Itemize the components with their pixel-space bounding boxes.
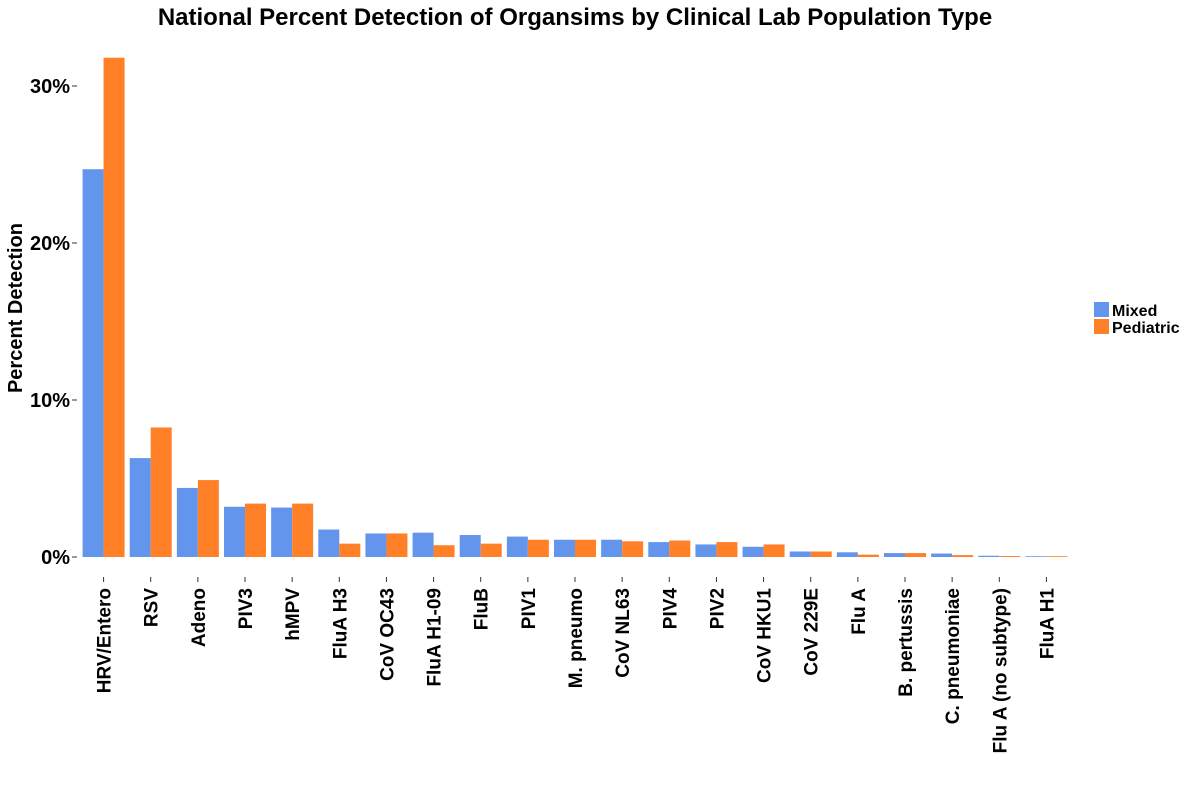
x-tick-label: PIV1 — [519, 588, 540, 630]
y-tick-label: 20% — [30, 233, 70, 255]
x-tick-label: Flu A — [849, 588, 870, 635]
bar-pediatric-2 — [197, 480, 219, 557]
bar-mixed-15 — [789, 551, 811, 557]
x-tick-label: CoV NL63 — [613, 588, 634, 678]
bar-mixed-2 — [176, 487, 198, 557]
bar-pediatric-18 — [952, 555, 974, 557]
y-tick-label: 0% — [41, 547, 70, 569]
bar-mixed-11 — [601, 539, 623, 557]
bar-mixed-13 — [695, 544, 717, 557]
x-tick-label: hMPV — [283, 588, 304, 641]
bar-mixed-10 — [554, 539, 575, 557]
bar-mixed-1 — [129, 458, 151, 557]
legend-label-pediatric: Pediatric — [1112, 320, 1180, 337]
x-tick-label: B. pertussis — [896, 588, 917, 697]
bar-mixed-5 — [318, 529, 340, 557]
x-tick-label: PIV2 — [707, 588, 728, 629]
bar-mixed-7 — [412, 532, 434, 557]
bar-mixed-4 — [271, 507, 293, 557]
bar-mixed-14 — [742, 546, 764, 557]
bar-pediatric-17 — [905, 553, 926, 557]
x-tick-label: FluA H3 — [330, 588, 351, 659]
bar-pediatric-9 — [527, 539, 549, 557]
x-tick-label: Adeno — [189, 588, 210, 647]
bar-mixed-20 — [1025, 556, 1047, 557]
bar-mixed-16 — [836, 552, 858, 557]
legend-swatch-mixed — [1094, 302, 1109, 317]
chart-title: National Percent Detection of Organsims … — [158, 4, 992, 31]
x-tick-label: Flu A (no subtype) — [990, 588, 1011, 753]
bar-mixed-18 — [931, 553, 953, 557]
x-tick-label: CoV 229E — [802, 588, 823, 676]
bar-mixed-9 — [506, 536, 528, 557]
x-tick-label: PIV4 — [660, 588, 681, 630]
bar-pediatric-0 — [103, 57, 125, 558]
bar-pediatric-8 — [480, 543, 502, 557]
x-tick-label: FluA H1-09 — [425, 588, 446, 687]
bar-mixed-17 — [884, 553, 905, 557]
bar-mixed-6 — [365, 533, 387, 557]
x-tick-label: RSV — [142, 588, 163, 627]
bar-pediatric-16 — [857, 554, 879, 557]
legend-swatch-pediatric — [1094, 319, 1109, 334]
y-axis: 0% 10% 20% 30% — [30, 76, 77, 569]
y-axis-label: Percent Detection — [5, 223, 27, 393]
bar-pediatric-15 — [810, 551, 832, 557]
y-tick-label: 10% — [30, 390, 70, 412]
bar-mixed-3 — [224, 506, 245, 557]
y-tick-label: 30% — [30, 76, 70, 98]
legend-label-mixed: Mixed — [1112, 303, 1157, 320]
bar-pediatric-7 — [433, 545, 455, 557]
x-tick-label: FluA H1 — [1037, 588, 1058, 660]
bar-pediatric-14 — [763, 544, 785, 557]
bar-mixed-8 — [459, 535, 481, 557]
x-tick-label: M. pneumo — [566, 588, 587, 688]
bar-pediatric-10 — [575, 539, 596, 557]
bar-mixed-0 — [82, 169, 104, 557]
bar-pediatric-5 — [339, 543, 361, 557]
bar-pediatric-13 — [716, 542, 738, 557]
bar-pediatric-12 — [669, 540, 691, 557]
x-tick-label: FluB — [472, 588, 493, 630]
bar-pediatric-20 — [1046, 556, 1068, 557]
bar-pediatric-3 — [245, 503, 266, 557]
x-axis: HRV/Entero RSV Adeno PIV3 hMPV FluA H3 CoV OC4… — [95, 577, 1058, 753]
x-tick-label: CoV OC43 — [377, 588, 398, 681]
bar-pediatric-11 — [622, 541, 644, 557]
x-tick-label: HRV/Entero — [95, 588, 116, 693]
bar-mixed-19 — [978, 555, 1000, 557]
bars-group — [82, 57, 1068, 558]
bar-pediatric-1 — [150, 427, 172, 557]
bar-pediatric-19 — [999, 556, 1021, 557]
x-tick-label: CoV HKU1 — [755, 588, 776, 683]
x-tick-label: C. pneumoniae — [943, 588, 964, 724]
bar-pediatric-6 — [386, 533, 408, 557]
bar-pediatric-4 — [292, 503, 314, 557]
bar-mixed-12 — [648, 542, 670, 557]
x-tick-label: PIV3 — [236, 588, 257, 629]
